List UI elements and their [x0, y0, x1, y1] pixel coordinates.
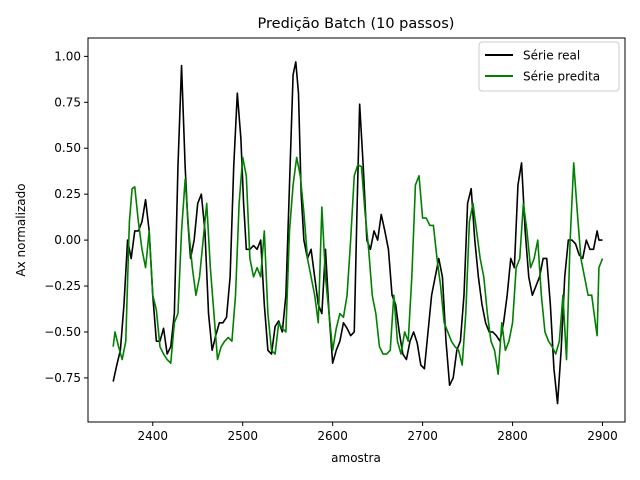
plot-area: 2400 2500 2600 2700 2800 2900 −0.75 −0.50 −0.25…	[44, 37, 626, 443]
x-axis: 2400 2500 2600 2700 2800 2900	[137, 422, 618, 443]
y-tick-label: −0.25	[44, 279, 81, 293]
series-line-serie-predita	[112, 156, 604, 376]
chart-title: Predição Batch (10 passos)	[258, 16, 455, 32]
legend-label-serie-predita: Série predita	[523, 70, 600, 84]
y-tick-label: 0.00	[54, 233, 81, 247]
series-line-serie-real	[112, 61, 603, 405]
x-tick-label: 2600	[317, 429, 348, 443]
legend-box	[478, 41, 620, 92]
y-tick-label: −0.50	[44, 325, 81, 339]
y-tick-label: 0.25	[54, 187, 81, 201]
x-tick-label: 2500	[227, 429, 258, 443]
y-axis: −0.75 −0.50 −0.25 0.00 0.25 0.50 0.75 1.00	[44, 49, 88, 385]
y-axis-label: Ax normalizado	[14, 183, 28, 276]
legend-label-serie-real: Série real	[523, 49, 580, 63]
y-tick-label: 0.75	[54, 95, 81, 109]
x-tick-label: 2700	[407, 429, 438, 443]
series-lines	[112, 61, 604, 405]
x-tick-label: 2800	[497, 429, 528, 443]
legend: Série real Série predita	[478, 41, 620, 92]
x-tick-label: 2400	[137, 429, 168, 443]
x-axis-label: amostra	[331, 451, 381, 465]
y-tick-label: 1.00	[54, 49, 81, 63]
y-tick-label: 0.50	[54, 141, 81, 155]
axes-frame	[87, 37, 626, 423]
y-tick-label: −0.75	[44, 371, 81, 385]
x-tick-label: 2900	[587, 429, 618, 443]
